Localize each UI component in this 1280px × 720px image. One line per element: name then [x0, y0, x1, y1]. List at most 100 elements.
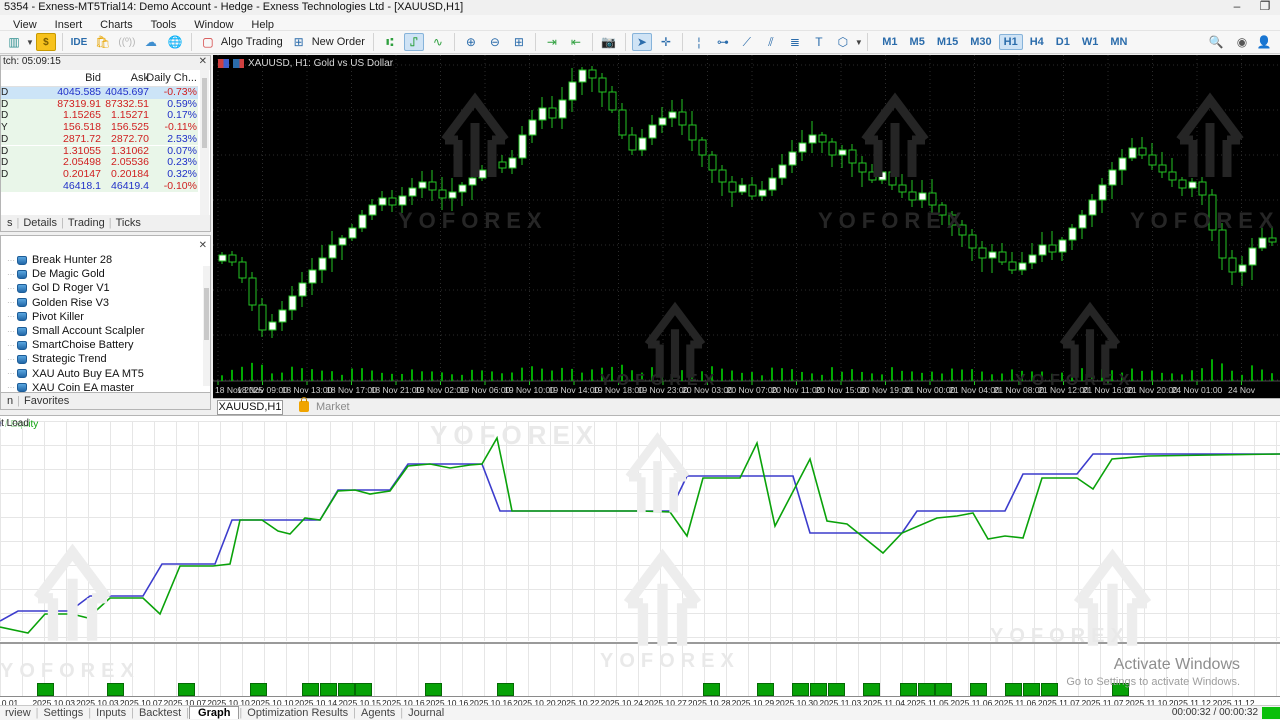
tester-date-label: 2025.10.24 — [600, 698, 644, 708]
menu-window[interactable]: Window — [194, 19, 234, 31]
market-row[interactable]: D 2871.72 2872.70 2.53% — [1, 133, 198, 146]
daily-change: -0.73% — [163, 86, 197, 98]
screenshot-icon[interactable]: 📷 — [601, 35, 617, 49]
navigator-item-small-account-scalpler[interactable]: ··· Small Account Scalpler — [7, 325, 145, 338]
deposit-load-graph[interactable] — [0, 644, 1280, 696]
new-chart-caret-icon[interactable]: ▼ — [26, 37, 34, 47]
navigator-item-golden-rise-v3[interactable]: ··· Golden Rise V3 — [7, 296, 110, 309]
market-watch-close-icon[interactable]: ✕ — [198, 56, 207, 67]
algo-trading-label[interactable]: Algo Trading — [220, 36, 283, 48]
market-row[interactable]: Y 156.518 156.525 -0.11% — [1, 122, 198, 134]
market-row[interactable]: D 0.20147 0.20184 0.32% — [1, 168, 198, 181]
column-bid[interactable]: Bid — [85, 72, 101, 84]
shift-back-icon[interactable]: ⇤ — [570, 35, 581, 49]
horizontal-line-icon[interactable]: ⊶ — [716, 35, 729, 49]
navigator-scrollbar[interactable] — [203, 266, 210, 386]
candles-chart-icon[interactable]: ⑀ — [403, 33, 424, 51]
tester-tab-graph[interactable]: Graph — [189, 706, 240, 719]
navigator-item-xau-coin-ea-master[interactable]: ··· XAU Coin EA master — [7, 381, 135, 394]
ide-icon[interactable]: IDE — [70, 36, 88, 48]
tester-tab-rview[interactable]: rview — [5, 707, 31, 719]
cloud-icon[interactable]: ☁ — [144, 35, 157, 49]
timeframe-m15[interactable]: M15 — [936, 36, 959, 48]
chart-tab-xauusd[interactable]: XAUUSD,H1 — [217, 400, 283, 415]
column-ask[interactable]: Ask — [130, 72, 149, 84]
timeframe-mn[interactable]: MN — [1110, 36, 1128, 48]
timeframe-w1[interactable]: W1 — [1081, 36, 1099, 48]
symbol-fragment: D — [1, 87, 9, 98]
tester-tab-inputs[interactable]: Inputs — [96, 707, 127, 719]
navigator-item-xau-auto-buy-ea-mt5[interactable]: ··· XAU Auto Buy EA MT5 — [7, 367, 144, 380]
menu-charts[interactable]: Charts — [100, 19, 133, 31]
timeframe-d1[interactable]: D1 — [1055, 36, 1070, 48]
navigator-close-icon[interactable]: ✕ — [198, 240, 207, 251]
tab-s[interactable]: s — [7, 217, 13, 229]
timeframe-m5[interactable]: M5 — [909, 36, 925, 48]
market-row[interactable]: 46418.1 46419.4 -0.10% — [1, 180, 198, 193]
trendline-icon[interactable]: ⟋ — [742, 34, 752, 49]
navigator-item-break-hunter-28[interactable]: ··· Break Hunter 28 — [7, 254, 113, 267]
vertical-line-icon[interactable]: ¦ — [697, 35, 701, 49]
price-chart[interactable]: XAUUSD, H1: Gold vs US Dollar 18 Nov 202… — [213, 55, 1280, 398]
tester-tab-backtest[interactable]: Backtest — [138, 707, 182, 719]
text-tool-icon[interactable]: T — [815, 35, 823, 49]
navigator-item-strategic-trend[interactable]: ··· Strategic Trend — [7, 353, 107, 366]
fibo-icon[interactable]: ≣ — [789, 35, 800, 49]
web-community-icon[interactable]: 🌐 — [167, 35, 183, 49]
minimize-button[interactable]: – — [1233, 0, 1241, 13]
channel-icon[interactable]: ⫽ — [768, 34, 774, 49]
tab-favorites[interactable]: Favorites — [23, 395, 70, 407]
menu-insert[interactable]: Insert — [54, 19, 83, 31]
navigator-item-smartchoise-battery[interactable]: ··· SmartChoise Battery — [7, 339, 134, 352]
timeframe-h4[interactable]: H4 — [1029, 36, 1044, 48]
algo-trading-icon[interactable]: ▢ — [202, 35, 214, 49]
navigator-item-de-magic-gold[interactable]: ··· De Magic Gold — [7, 268, 105, 281]
zoom-out-icon[interactable]: ⊖ — [489, 35, 500, 49]
timeframe-h1[interactable]: H1 — [998, 34, 1023, 50]
market-row[interactable]: D 1.31055 1.31062 0.07% — [1, 145, 198, 158]
menu-view[interactable]: View — [13, 19, 37, 31]
tester-date-label: 2025.11.07 — [1037, 698, 1080, 708]
tester-tab-agents[interactable]: Agents — [361, 707, 396, 719]
shapes-icon[interactable]: ⬡ — [837, 35, 849, 49]
market-row[interactable]: D 4045.585 4045.697 -0.73% — [1, 86, 198, 99]
tester-tab-journal[interactable]: Journal — [408, 707, 445, 719]
navigator-item-gol-d-roger-v1[interactable]: ··· Gol D Roger V1 — [7, 282, 110, 295]
new-order-label[interactable]: New Order — [311, 36, 365, 48]
deposit-load-bar — [355, 683, 372, 696]
tab-trading[interactable]: Trading — [67, 217, 105, 229]
community-user-icon[interactable]: 👤 — [1256, 35, 1272, 49]
tester-tab-optimization-results[interactable]: Optimization Results — [247, 707, 349, 719]
column-daily[interactable]: Daily Ch... — [146, 72, 197, 84]
search-icon[interactable]: 🔍 — [1208, 35, 1224, 49]
menu-help[interactable]: Help — [251, 19, 275, 31]
tab-ticks[interactable]: Ticks — [115, 217, 141, 229]
crosshair-icon[interactable]: ✛ — [660, 35, 671, 49]
market-row[interactable]: D 1.15265 1.15271 0.17% — [1, 110, 198, 123]
menu-tools[interactable]: Tools — [150, 19, 177, 31]
zoom-in-icon[interactable]: ⊕ — [465, 35, 476, 49]
cursor-icon[interactable]: ➤ — [631, 33, 652, 51]
market-watch-scrollbar[interactable] — [200, 70, 209, 215]
line-chart-icon[interactable]: ∿ — [432, 35, 443, 49]
account-funds-icon[interactable]: $ — [35, 33, 56, 51]
new-chart-icon[interactable]: ▥ — [8, 35, 20, 49]
market-row[interactable]: D 2.05498 2.05536 0.23% — [1, 157, 198, 169]
tile-windows-icon[interactable]: ⊞ — [513, 35, 524, 49]
market-row[interactable]: D 87319.91 87332.51 0.59% — [1, 98, 198, 111]
market-bag-icon[interactable]: 🛍 — [95, 35, 111, 49]
tab-n[interactable]: n — [7, 395, 14, 407]
signals-icon[interactable]: ((º)) — [118, 36, 136, 48]
shapes-caret-icon[interactable]: ▼ — [854, 37, 863, 47]
profile-icon[interactable]: ◉ — [1236, 35, 1248, 49]
new-order-icon[interactable]: ⊞ — [293, 35, 304, 49]
shift-end-icon[interactable]: ⇥ — [546, 35, 557, 49]
bars-chart-icon[interactable]: ⑆ — [386, 35, 394, 49]
restore-button[interactable]: ❐ — [1259, 0, 1271, 13]
tester-tab-settings[interactable]: Settings — [43, 707, 84, 719]
navigator-item-pivot-killer[interactable]: ··· Pivot Killer — [7, 310, 84, 323]
timeframe-m30[interactable]: M30 — [970, 36, 992, 48]
timeframe-m1[interactable]: M1 — [882, 36, 898, 48]
svg-text:20 Nov 15:00: 20 Nov 15:00 — [816, 385, 867, 395]
tab-details[interactable]: Details — [23, 217, 57, 229]
